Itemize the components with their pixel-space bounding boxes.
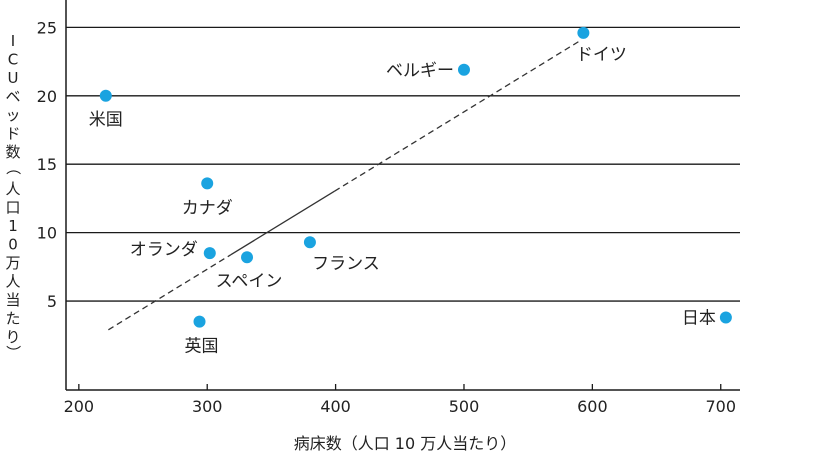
y-axis-label-char: U [8,69,19,87]
trend-line-dashed-lower [108,254,232,331]
y-tick-label: 25 [37,18,57,37]
y-axis-label-char: ッ [5,106,20,124]
data-point [457,63,470,76]
trend-line-group [108,40,580,331]
data-points [99,26,732,328]
data-point [719,311,732,324]
y-tick-label: 10 [37,224,57,243]
y-axis-label-char: I [11,32,15,50]
data-point [303,236,316,249]
data-point [203,247,216,260]
y-axis-label-char: 万 [5,254,20,272]
y-axis-label-char: た [5,310,20,328]
y-axis-label-char: 数 [5,143,20,161]
point-label: ベルギー [386,61,454,81]
point-label: カナダ [182,198,233,218]
point-label: 英国 [185,337,219,357]
data-point [201,177,214,190]
y-tick-label: 15 [37,155,57,174]
y-axis-label-char: 口 [5,199,20,217]
point-label: 米国 [89,110,123,130]
y-tick-label: 20 [37,87,57,106]
x-tick-label: 200 [64,397,95,416]
x-tick-label: 600 [577,397,608,416]
y-axis-label-char: （ [4,160,22,175]
x-tick-label: 500 [449,397,480,416]
y-axis-label-char: ） [4,345,22,360]
y-axis-label-char: C [8,51,18,69]
x-tick-label: 700 [705,397,736,416]
y-axis-label-char: 1 [8,217,18,235]
data-point [577,26,590,39]
axes [65,0,740,391]
x-tick-label: 400 [320,397,351,416]
point-label: オランダ [130,240,198,260]
y-axis-label-char: 0 [8,236,18,254]
y-axis-label-char: 人 [5,273,20,291]
y-axis-label-char: 人 [5,180,20,198]
data-point [241,251,254,264]
grid-lines [66,26,740,302]
y-tick-label: 5 [47,292,57,311]
x-axis-label: 病床数（人口 10 万人当たり） [294,434,517,453]
data-point [99,89,112,102]
y-axis-label-char: ベ [5,88,20,106]
y-axis-label-char: ド [5,125,20,143]
point-label: スペイン [216,271,283,291]
data-point [193,315,206,328]
trend-line-solid [230,190,335,256]
y-axis-label-char: 当 [5,291,20,309]
tick-labels: 200 300 400 500 600 700 5 10 15 20 25 [37,18,736,416]
point-label: ドイツ [576,45,627,65]
y-axis-label-char: り [5,328,20,346]
trend-line-dashed-upper [334,40,580,192]
point-label: 日本 [682,308,716,328]
x-tick-label: 300 [192,397,223,416]
point-label: フランス [312,254,380,274]
